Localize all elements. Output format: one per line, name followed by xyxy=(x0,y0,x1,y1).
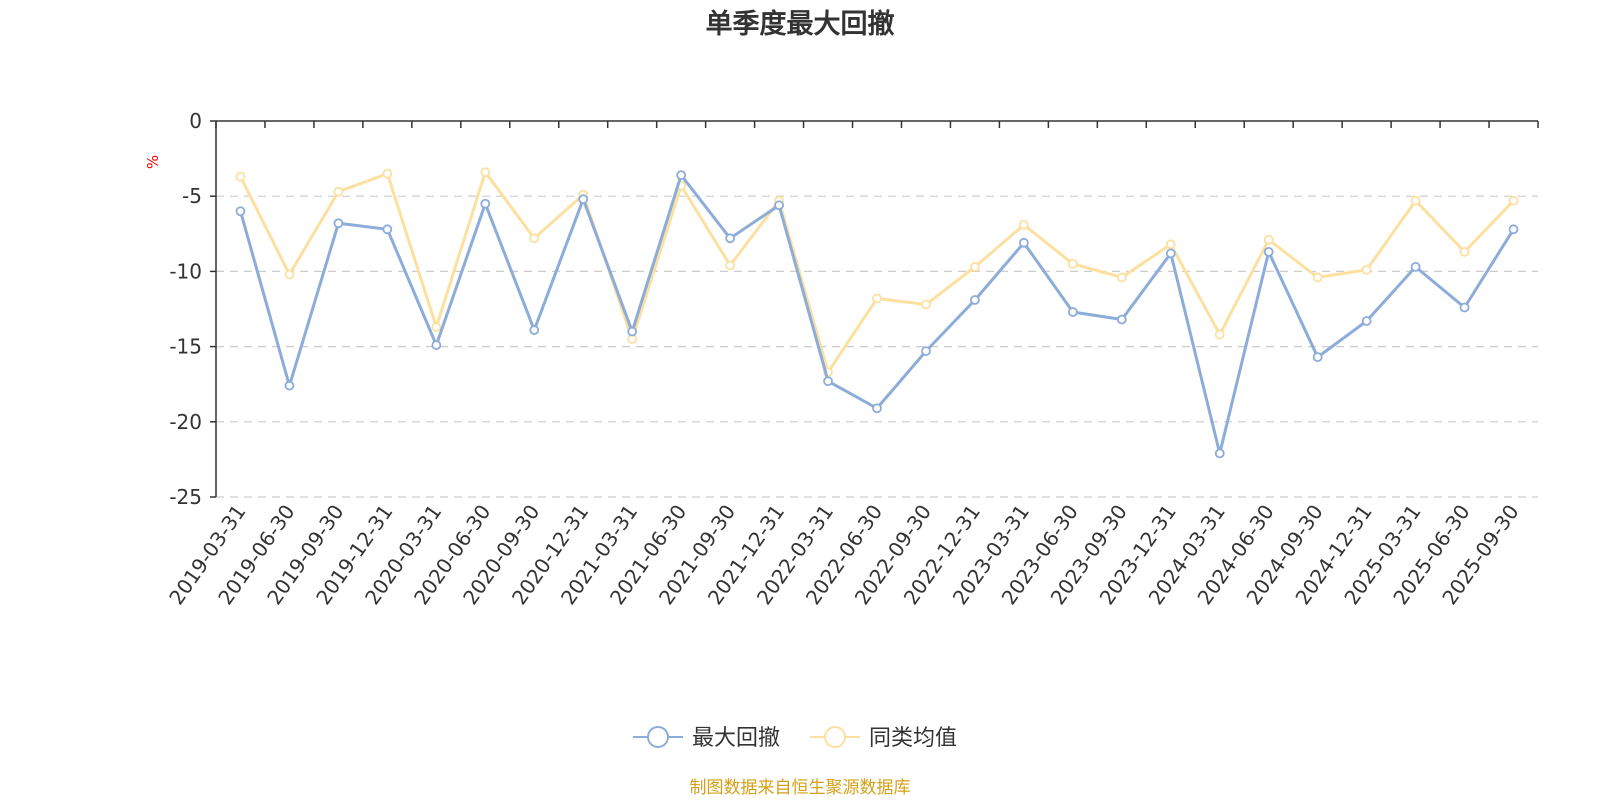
data-point xyxy=(921,299,931,310)
legend-label: 同类均值 xyxy=(869,726,957,751)
y-tick-label: -5 xyxy=(182,184,202,208)
data-point xyxy=(284,380,295,391)
legend-item[interactable]: 同类均值 xyxy=(810,726,957,751)
data-point xyxy=(382,224,393,235)
series-lines xyxy=(235,167,1519,459)
data-point xyxy=(333,218,344,229)
data-point xyxy=(431,340,442,350)
data-point xyxy=(1165,239,1176,250)
data-point xyxy=(823,376,833,387)
data-point xyxy=(1508,195,1519,206)
data-source-note: 制图数据来自恒生聚源数据库 xyxy=(690,778,911,798)
data-point xyxy=(382,168,393,179)
data-point xyxy=(970,295,980,305)
legend-label: 最大回撤 xyxy=(692,726,780,751)
data-point xyxy=(529,325,540,335)
data-point xyxy=(1116,314,1127,325)
axes: 0-5-10-15-20-252019-03-312019-06-302019-… xyxy=(164,109,1539,609)
data-point xyxy=(1018,219,1029,230)
data-point xyxy=(529,233,540,244)
legend-marker xyxy=(647,726,669,748)
data-point xyxy=(676,170,687,181)
chart-title: 单季度最大回撤 xyxy=(706,8,895,40)
legend-item[interactable]: 最大回撤 xyxy=(633,726,780,751)
data-point xyxy=(1508,224,1519,235)
data-point xyxy=(1312,272,1323,283)
data-point xyxy=(1361,264,1372,275)
legend-marker xyxy=(824,726,846,748)
y-tick-label: -15 xyxy=(169,335,202,359)
y-tick-label: -25 xyxy=(169,485,202,509)
data-point xyxy=(235,171,246,182)
data-point xyxy=(774,200,784,211)
data-point xyxy=(1214,329,1225,340)
data-point xyxy=(480,198,491,209)
data-point xyxy=(333,186,344,197)
series-line xyxy=(239,170,1515,374)
data-point xyxy=(1459,246,1470,257)
y-tick-label: 0 xyxy=(189,109,202,133)
legend[interactable]: 最大回撤 同类均值 xyxy=(633,726,957,751)
data-point xyxy=(725,260,736,271)
data-point xyxy=(1459,302,1470,313)
data-point xyxy=(1116,272,1127,283)
y-tick-label: -20 xyxy=(169,410,202,434)
data-point xyxy=(1410,261,1421,272)
data-point xyxy=(431,322,442,332)
data-point xyxy=(872,293,882,304)
data-point xyxy=(1263,234,1274,245)
y-axis-unit-label: % xyxy=(144,155,162,169)
data-point xyxy=(578,194,589,205)
data-point xyxy=(627,326,638,337)
data-point xyxy=(921,346,931,357)
data-point xyxy=(1165,248,1176,259)
data-point xyxy=(235,206,246,217)
gridlines xyxy=(216,195,1538,498)
data-point xyxy=(480,167,491,178)
data-point xyxy=(1361,316,1372,326)
data-point xyxy=(1067,307,1078,317)
data-point xyxy=(284,269,295,280)
data-point xyxy=(970,261,980,272)
data-point xyxy=(1410,195,1421,206)
data-point xyxy=(1067,258,1078,269)
data-point xyxy=(725,233,736,244)
data-point xyxy=(1312,352,1323,363)
y-tick-label: -10 xyxy=(169,259,202,283)
data-point xyxy=(872,403,882,414)
data-point xyxy=(1018,237,1029,248)
data-point xyxy=(1214,448,1225,459)
data-point xyxy=(1263,246,1274,257)
